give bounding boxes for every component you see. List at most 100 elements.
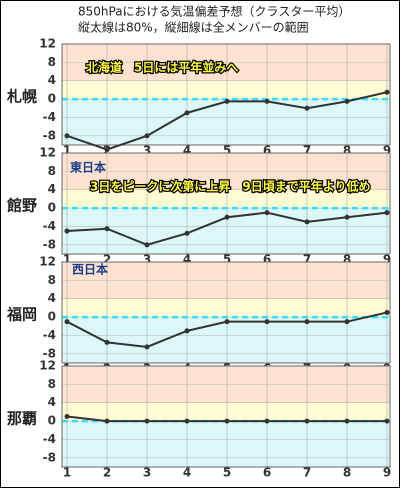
- x-tick-label: 8: [343, 144, 351, 158]
- point: [144, 344, 150, 350]
- x-tick-label: 2: [103, 466, 111, 480]
- x-tick-label: 9: [383, 144, 391, 158]
- x-tick-label: 5: [223, 144, 231, 158]
- x-tick-label: 5: [223, 253, 231, 267]
- station-label: 館野: [6, 197, 37, 215]
- x-tick-label: 9: [383, 253, 391, 267]
- point: [344, 98, 350, 104]
- point: [344, 319, 350, 325]
- band-normal: [62, 298, 390, 318]
- point: [304, 219, 310, 225]
- band-normal: [62, 80, 390, 100]
- point: [304, 418, 310, 424]
- x-tick-label: 4: [183, 253, 191, 267]
- y-tick-label: -8: [43, 346, 56, 360]
- point: [384, 310, 390, 315]
- y-tick-label: 8: [48, 164, 56, 178]
- band-cold: [62, 99, 390, 145]
- chart-title: 850hPaにおける気温偏差予想（クラスター平均）: [78, 4, 350, 19]
- plot-frame: [61, 365, 391, 468]
- annotation: 東日本: [70, 160, 106, 175]
- x-tick-label: 6: [263, 253, 271, 267]
- x-tick-label: 4: [183, 144, 191, 158]
- y-tick-label: 8: [48, 273, 56, 287]
- chart-subtitle: 縦太線は80%，縦細線は全メンバーの範囲: [78, 20, 309, 35]
- band-normal: [62, 189, 390, 209]
- x-tick-label: 3: [143, 144, 151, 158]
- y-tick-label: -4: [43, 328, 56, 342]
- point: [304, 105, 310, 111]
- point: [104, 339, 110, 345]
- y-tick-label: -4: [43, 219, 56, 233]
- x-tick-label: 1: [63, 144, 71, 158]
- point: [144, 133, 150, 139]
- x-tick-label: 6: [263, 144, 271, 158]
- x-tick-label: 2: [103, 253, 111, 267]
- point: [224, 214, 230, 220]
- point: [384, 210, 390, 216]
- y-tick-label: 4: [48, 182, 56, 196]
- y-tick-label: -4: [43, 110, 56, 124]
- x-tick-label: 3: [143, 466, 151, 480]
- station-label: 那覇: [7, 410, 37, 428]
- y-tick-label: 0: [48, 310, 56, 324]
- y-tick-label: 12: [39, 255, 56, 269]
- band-normal: [62, 402, 390, 422]
- y-tick-label: -4: [43, 432, 56, 446]
- y-tick-label: 0: [48, 414, 56, 428]
- band-cold: [62, 317, 390, 363]
- band-cold: [62, 421, 390, 467]
- point: [384, 89, 390, 95]
- x-tick-label: 5: [223, 466, 231, 480]
- x-tick-label: 6: [263, 466, 271, 480]
- y-tick-label: -8: [43, 450, 56, 464]
- y-tick-label: 12: [39, 359, 56, 373]
- station-label: 札幌: [6, 88, 37, 106]
- x-tick-label: 1: [63, 466, 71, 480]
- x-tick-label: 7: [303, 144, 311, 158]
- annotation: 3日をピークに次第に上昇 9日頃まで平年より低め: [90, 179, 370, 194]
- y-tick-label: 4: [48, 291, 56, 305]
- y-tick-label: 8: [48, 377, 56, 391]
- x-tick-label: 4: [183, 466, 191, 480]
- y-tick-label: 4: [48, 395, 56, 409]
- point: [64, 133, 70, 139]
- x-tick-label: 8: [343, 466, 351, 480]
- y-tick-label: 4: [48, 73, 56, 87]
- point: [144, 418, 150, 424]
- x-tick-label: 1: [63, 253, 71, 267]
- point: [264, 319, 270, 325]
- y-tick-label: 12: [39, 37, 56, 51]
- point: [384, 418, 390, 424]
- y-tick-label: -8: [43, 237, 56, 251]
- x-tick-label: 3: [143, 253, 151, 267]
- point: [344, 418, 350, 424]
- point: [224, 98, 230, 104]
- point: [184, 110, 190, 116]
- plot-frame: [61, 152, 391, 255]
- y-tick-label: -8: [43, 128, 56, 142]
- x-tick-label: 7: [303, 253, 311, 267]
- point: [64, 319, 70, 325]
- point: [184, 230, 190, 236]
- point: [104, 226, 110, 232]
- point: [104, 147, 110, 153]
- x-tick-label: 8: [343, 253, 351, 267]
- point: [64, 414, 70, 419]
- x-tick-label: 9: [383, 466, 391, 480]
- annotation: 西日本: [72, 262, 108, 277]
- point: [264, 210, 270, 216]
- point: [304, 319, 310, 325]
- x-tick-label: 7: [303, 466, 311, 480]
- y-tick-label: 0: [48, 92, 56, 106]
- station-label: 福岡: [6, 306, 37, 324]
- point: [104, 418, 110, 424]
- y-tick-label: 0: [48, 201, 56, 215]
- point: [64, 228, 70, 234]
- plot-frame: [61, 261, 391, 364]
- point: [224, 319, 230, 325]
- point: [224, 418, 230, 424]
- annotation: 北海道 5日には平年並みへ: [86, 60, 238, 75]
- plot-frame: [61, 43, 391, 146]
